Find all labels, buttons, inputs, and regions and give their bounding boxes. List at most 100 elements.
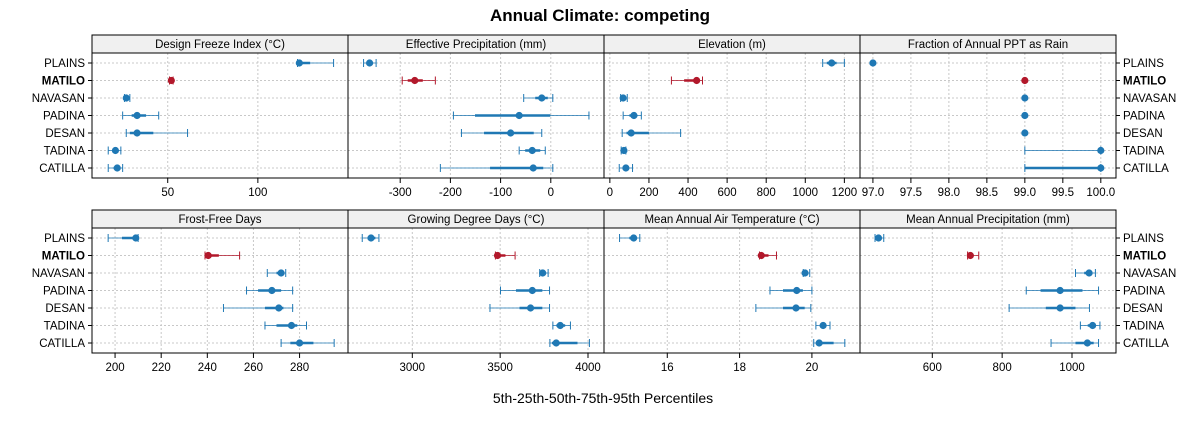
median-point <box>620 146 628 155</box>
interval-matilo <box>401 76 436 85</box>
median-point <box>815 339 823 347</box>
x-tick-label: 1000 <box>1059 362 1085 374</box>
median-point <box>539 269 547 277</box>
row-label-right: MATILO <box>1123 251 1166 263</box>
x-axis-label: 5th-25th-50th-75th-95th Percentiles <box>493 390 713 406</box>
panel-title: Frost-Free Days <box>178 214 261 226</box>
panels: Design Freeze Index (°C) 50 100 Effective P… <box>32 34 1176 374</box>
x-tick-label: 400 <box>678 187 697 199</box>
x-tick-label: 98.5 <box>976 187 998 199</box>
median-point <box>538 94 546 102</box>
interval-catilla <box>439 164 554 172</box>
x-tick-label: 600 <box>923 362 942 374</box>
row-label-left: PLAINS <box>44 233 85 245</box>
median-point <box>167 76 175 85</box>
interval-catilla <box>107 164 124 172</box>
median-point <box>1021 76 1029 85</box>
interval-plains <box>363 59 377 67</box>
x-tick-label: 200 <box>639 187 658 199</box>
panel-5: Growing Degree Days (°C) 3000 3500 4000 <box>347 209 605 374</box>
interval-matilo <box>966 251 980 260</box>
interval-catilla <box>549 339 590 347</box>
median-point <box>793 286 801 295</box>
interval-navasan <box>801 269 811 277</box>
median-point <box>1056 286 1064 295</box>
x-tick-label: 50 <box>161 187 174 199</box>
interval-navasan <box>539 269 549 277</box>
median-point <box>122 94 130 102</box>
median-point <box>133 111 141 120</box>
row-label-right: TADINA <box>1123 321 1165 333</box>
median-point <box>287 321 296 330</box>
median-point <box>132 234 140 242</box>
panel-4: Frost-Free Days 200 220 240 260 280 <box>91 209 349 374</box>
row-label-right: NAVASAN <box>1123 93 1176 105</box>
x-tick-label: 100 <box>248 187 267 199</box>
median-point <box>111 146 120 155</box>
row-label-right: PLAINS <box>1123 58 1164 70</box>
x-tick-label: 200 <box>105 362 124 374</box>
interval-padina <box>122 111 160 120</box>
median-point <box>627 129 635 137</box>
interval-matilo <box>493 251 516 260</box>
chart-title: Annual Climate: competing <box>490 6 710 25</box>
median-point <box>630 111 638 120</box>
median-point <box>1083 339 1091 347</box>
interval-tadina <box>518 146 546 155</box>
x-tick-label: 16 <box>661 362 674 374</box>
median-point <box>693 76 701 85</box>
interval-navasan <box>122 94 131 102</box>
interval-tadina <box>620 146 628 155</box>
median-point <box>493 251 502 260</box>
x-tick-label: 97.0 <box>862 187 884 199</box>
row-label-right: PLAINS <box>1123 233 1164 245</box>
median-point <box>869 59 877 67</box>
x-tick-label: 99.5 <box>1052 187 1074 199</box>
x-tick-label: 800 <box>757 187 776 199</box>
x-tick-label: 3000 <box>400 362 426 374</box>
interval-catilla <box>1024 164 1105 172</box>
interval-tadina <box>1079 321 1101 330</box>
panel-7: Mean Annual Precipitation (mm) 600 800 1000 <box>859 209 1117 374</box>
median-point <box>295 59 303 67</box>
median-point <box>529 164 537 172</box>
interval-tadina <box>264 321 307 330</box>
median-point <box>526 304 535 312</box>
interval-padina <box>500 286 551 295</box>
median-point <box>630 234 638 242</box>
x-tick-label: 0 <box>548 187 554 199</box>
x-tick-label: 98.0 <box>938 187 960 199</box>
interval-navasan <box>1021 94 1029 102</box>
interval-plains <box>874 234 885 242</box>
row-label-left: CATILLA <box>39 338 85 350</box>
median-point <box>367 234 375 242</box>
median-point <box>1097 146 1105 155</box>
median-point <box>277 269 285 277</box>
median-point <box>792 304 800 312</box>
median-point <box>113 164 121 172</box>
panel-title: Mean Annual Air Temperature (°C) <box>644 214 819 226</box>
median-point <box>552 339 560 347</box>
interval-matilo <box>757 251 777 260</box>
panel-title: Design Freeze Index (°C) <box>155 39 285 51</box>
panel-title: Elevation (m) <box>698 39 766 51</box>
x-tick-label: 600 <box>718 187 737 199</box>
x-tick-label: -100 <box>489 187 512 199</box>
median-point <box>757 251 765 260</box>
interval-padina <box>452 111 590 120</box>
x-tick-label: 3500 <box>487 362 513 374</box>
interval-plains <box>619 234 641 242</box>
interval-desan <box>222 304 294 312</box>
panel-title: Growing Degree Days (°C) <box>408 214 545 226</box>
median-point <box>411 76 419 85</box>
x-tick-label: -300 <box>389 187 412 199</box>
x-tick-label: 220 <box>152 362 171 374</box>
median-point <box>1097 164 1105 172</box>
median-point <box>556 321 564 330</box>
interval-plains <box>822 59 845 67</box>
row-label-right: MATILO <box>1123 76 1166 88</box>
median-point <box>828 59 836 67</box>
x-tick-label: 4000 <box>575 362 601 374</box>
interval-plains <box>361 234 380 242</box>
